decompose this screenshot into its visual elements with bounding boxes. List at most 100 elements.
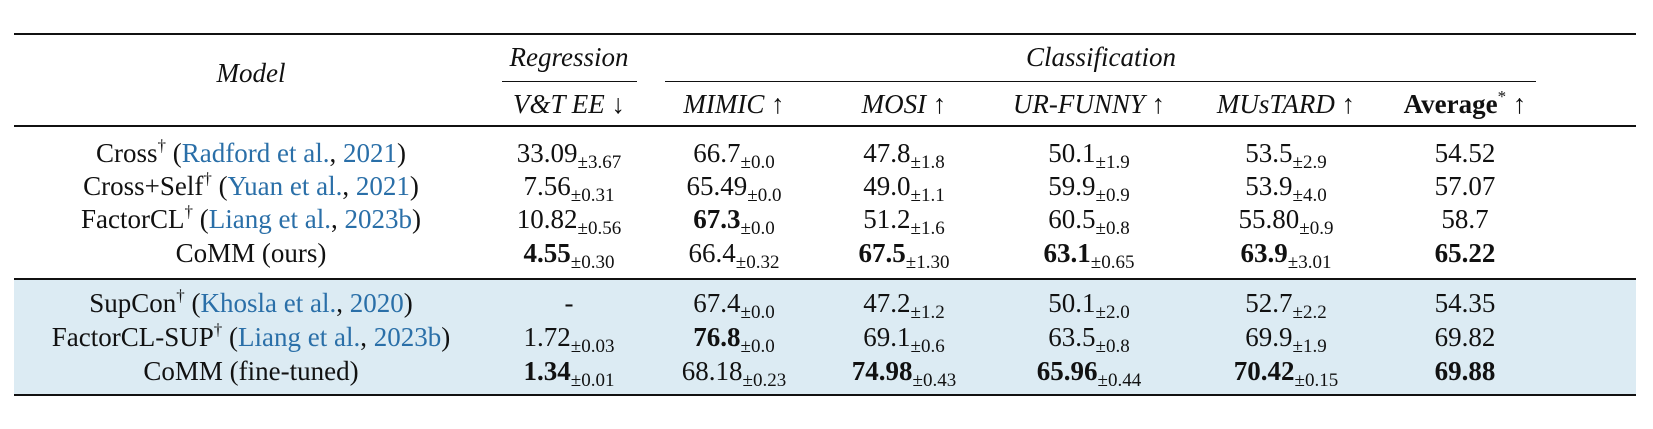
model-name: CoMM (ours) [175, 238, 327, 268]
metric-value: 33.09 [516, 138, 578, 168]
metric-value: 74.98 [851, 356, 913, 386]
average-cell: 54.35 [1434, 288, 1496, 318]
metric-value: 10.82 [516, 204, 578, 234]
average-label: Average [1403, 89, 1498, 119]
metric-std: ±3.67 [577, 152, 622, 173]
metric-std: ±0.8 [1095, 218, 1130, 239]
metric-std: ±0.43 [912, 370, 957, 391]
metric-value: 66.7 [693, 138, 741, 168]
metric-std: ±1.30 [905, 252, 950, 273]
model-header: Model [216, 58, 286, 88]
metric-cell: 4.55±0.30 [523, 238, 615, 272]
citation-author: Radford et al. [181, 138, 330, 168]
citation-author: Khosla et al. [200, 288, 337, 318]
metric-value: 63.5 [1048, 322, 1096, 352]
average-cell: 69.82 [1434, 322, 1496, 352]
metric-cell: 66.4±0.32 [688, 238, 780, 272]
average-cell: 65.22 [1434, 238, 1496, 268]
metric-std: ±0.65 [1090, 252, 1135, 273]
citation-year: 2023b [344, 204, 412, 234]
citation-year: 2023b [373, 322, 442, 352]
metric-std: ±0.03 [570, 336, 615, 357]
dagger-mark: † [213, 320, 223, 339]
average-cell: 69.88 [1434, 356, 1496, 386]
dagger-mark: † [157, 136, 167, 155]
citation-year: 2020 [349, 288, 404, 318]
metric-value: 52.7 [1245, 288, 1293, 318]
metric-value: 53.5 [1245, 138, 1293, 168]
metric-cell: 66.7±0.0 [693, 138, 774, 172]
metric-value: 47.2 [863, 288, 911, 318]
metric-value: 69.9 [1245, 322, 1293, 352]
metric-value: 65.96 [1036, 356, 1098, 386]
metric-value: 50.1 [1048, 288, 1096, 318]
metric-std: ±0.8 [1095, 336, 1130, 357]
col-header-vt-ee: V&T EE ↓ [512, 89, 626, 119]
metric-std: ±1.9 [1095, 152, 1130, 173]
metric-value: 67.4 [693, 288, 741, 318]
metric-cell: 50.1±1.9 [1048, 138, 1129, 172]
metric-cell: 67.4±0.0 [693, 288, 774, 322]
metric-value: 1.34 [523, 356, 571, 386]
model-name: FactorCL [81, 204, 185, 234]
metric-std: ±2.9 [1292, 152, 1327, 173]
model-name-cell: SupCon† (Khosla et al., 2020) [89, 286, 413, 318]
metric-cell: 47.8±1.8 [863, 138, 944, 172]
metric-std: ±0.9 [1299, 218, 1334, 239]
citation-author: Liang et al. [208, 204, 331, 234]
col-header-mimic: MIMIC ↑ [683, 89, 785, 119]
citation-year: 2021 [342, 138, 397, 168]
average-cell: 58.7 [1441, 204, 1489, 234]
metric-cell: 76.8±0.0 [693, 322, 774, 356]
metric-cell: 74.98±0.43 [851, 356, 956, 390]
metric-std: ±0.30 [570, 252, 615, 273]
metric-std: ±1.2 [910, 302, 945, 323]
metric-std: ±0.0 [740, 336, 775, 357]
metric-std: ±0.44 [1097, 370, 1142, 391]
metric-std: ±1.9 [1292, 336, 1327, 357]
header-rule [14, 125, 1636, 127]
metric-cell: 1.34±0.01 [523, 356, 615, 390]
metric-value: 53.9 [1245, 171, 1293, 201]
metric-cell: 47.2±1.2 [863, 288, 944, 322]
metric-value: 50.1 [1048, 138, 1096, 168]
metric-std: ±0.6 [910, 336, 945, 357]
metric-cell: 60.5±0.8 [1048, 204, 1129, 238]
metric-cell: 53.5±2.9 [1245, 138, 1326, 172]
metric-cell: - [565, 288, 574, 318]
metric-std: ±3.01 [1287, 252, 1332, 273]
metric-cell: 53.9±4.0 [1245, 171, 1326, 205]
dagger-mark: † [203, 169, 212, 188]
metric-cell: 67.5±1.30 [859, 238, 950, 272]
metric-std: ±1.8 [910, 152, 945, 173]
metric-value: 63.1 [1043, 238, 1091, 268]
metric-std: ±0.32 [735, 252, 780, 273]
metric-cell: 69.9±1.9 [1245, 322, 1326, 356]
metric-std: ±2.2 [1292, 302, 1327, 323]
metric-value: 4.55 [523, 238, 571, 268]
metric-cell: 65.49±0.0 [687, 171, 782, 205]
col-header-mustard: MUsTARD ↑ [1216, 89, 1356, 119]
metric-std: ±1.6 [910, 218, 945, 239]
average-asterisk: * [1497, 87, 1507, 106]
metric-value: 68.18 [681, 356, 743, 386]
metric-std: ±0.9 [1095, 185, 1130, 206]
metric-cell: 70.42±0.15 [1234, 356, 1338, 390]
metric-value: 66.4 [688, 238, 736, 268]
metric-cell: 50.1±2.0 [1048, 288, 1129, 322]
metric-std: ±2.0 [1095, 302, 1130, 323]
metric-value: 67.3 [693, 204, 741, 234]
model-name: SupCon [89, 288, 177, 318]
metric-std: ±0.0 [747, 185, 782, 206]
metric-cell: 59.9±0.9 [1048, 171, 1129, 205]
metric-std: ±0.56 [577, 218, 622, 239]
col-header-ur-funny: UR-FUNNY ↑ [1012, 89, 1166, 119]
supervised-shading [14, 280, 1636, 394]
metric-std: ±0.15 [1294, 370, 1339, 391]
metric-std: ±0.01 [570, 370, 615, 391]
model-name: FactorCL-SUP [51, 322, 214, 352]
metric-value: 49.0 [863, 171, 911, 201]
metric-value: 60.5 [1048, 204, 1096, 234]
metric-cell: 63.1±0.65 [1043, 238, 1135, 272]
